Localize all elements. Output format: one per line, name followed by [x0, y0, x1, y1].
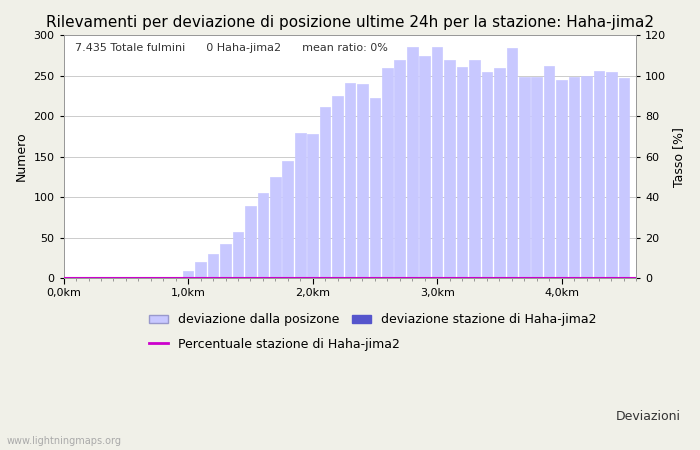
Bar [507, 48, 517, 278]
Bar [494, 68, 505, 278]
Bar [581, 76, 592, 278]
Bar [245, 206, 255, 278]
Bar [407, 47, 417, 278]
Bar [258, 193, 268, 278]
Bar [270, 177, 281, 278]
Text: www.lightningmaps.org: www.lightningmaps.org [7, 436, 122, 446]
Bar [220, 244, 231, 278]
Bar [519, 77, 530, 278]
Bar [456, 67, 468, 278]
Bar [183, 270, 193, 278]
Text: 7.435 Totale fulmini      0 Haha-jima2      mean ratio: 0%: 7.435 Totale fulmini 0 Haha-jima2 mean r… [75, 43, 388, 53]
Y-axis label: Tasso [%]: Tasso [%] [672, 127, 685, 187]
Bar [419, 55, 430, 278]
Bar [444, 59, 455, 278]
Bar [283, 161, 293, 278]
Bar [432, 47, 442, 278]
Bar [569, 77, 580, 278]
Bar [395, 59, 405, 278]
Text: Deviazioni: Deviazioni [616, 410, 681, 423]
Bar [370, 99, 380, 278]
Bar [382, 68, 393, 278]
Bar [332, 96, 343, 278]
Bar [556, 80, 567, 278]
Bar [619, 78, 629, 278]
Y-axis label: Numero: Numero [15, 132, 28, 181]
Bar [344, 83, 356, 278]
Bar [320, 107, 330, 278]
Bar [357, 84, 368, 278]
Bar [232, 232, 244, 278]
Bar [208, 255, 218, 278]
Bar [544, 66, 554, 278]
Bar [594, 71, 604, 278]
Bar [482, 72, 492, 278]
Title: Rilevamenti per deviazione di posizione ultime 24h per la stazione: Haha-jima2: Rilevamenti per deviazione di posizione … [46, 15, 654, 30]
Bar [195, 262, 206, 278]
Bar [307, 134, 318, 278]
Bar [606, 72, 617, 278]
Bar [531, 76, 542, 278]
Bar [469, 59, 480, 278]
Legend: Percentuale stazione di Haha-jima2: Percentuale stazione di Haha-jima2 [144, 333, 405, 356]
Bar [295, 133, 305, 278]
